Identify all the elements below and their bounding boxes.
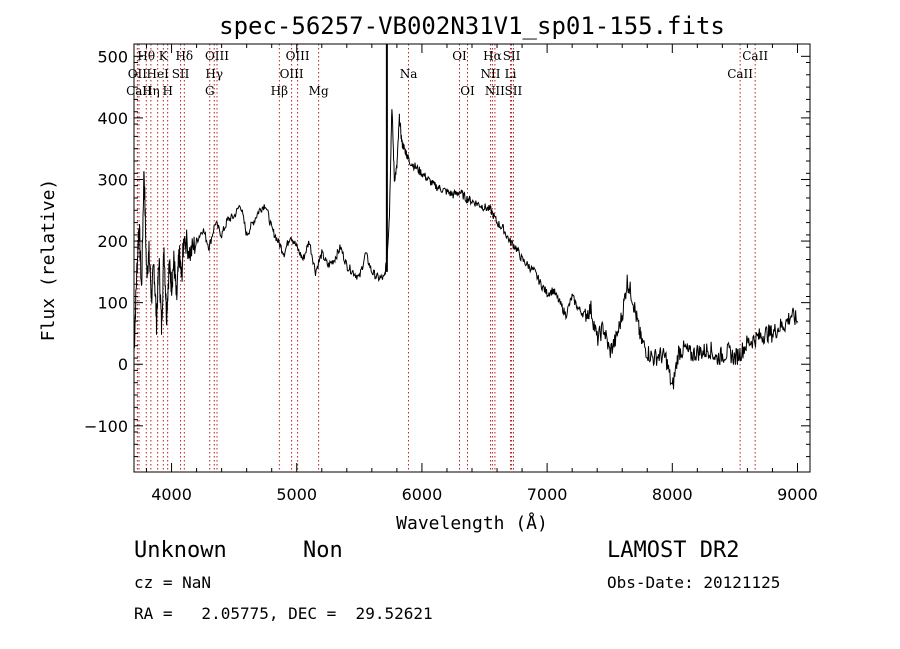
spectral-line-label: Hη	[142, 84, 160, 98]
spectral-line-label: NII	[481, 67, 501, 81]
x-tick-label: 7000	[527, 485, 568, 504]
spectral-line-label: OIII	[286, 49, 310, 63]
spectral-line-label: SII	[503, 49, 521, 63]
spectral-line-label: CaII	[126, 84, 152, 98]
spectral-line-label: SII	[505, 84, 523, 98]
spectral-line-label: OIII	[205, 49, 229, 63]
x-tick-label: 6000	[402, 485, 443, 504]
survey-name: LAMOST DR2	[607, 538, 740, 563]
spectrum-series	[133, 44, 798, 390]
x-tick-label: 8000	[652, 485, 693, 504]
redshift-cz: cz = NaN	[134, 573, 212, 592]
spectral-line-label: HeI	[147, 67, 170, 81]
y-tick-label: 500	[97, 47, 128, 66]
obs-date: Obs-Date: 20121125	[607, 573, 781, 592]
y-tick-label: 100	[97, 294, 128, 313]
spectral-line-label: OIII	[280, 67, 304, 81]
plot-frame	[133, 43, 811, 473]
chart-title: spec-56257-VB002N31V1_sp01-155.fits	[219, 12, 725, 40]
spectral-line-label: CaII	[727, 67, 753, 81]
y-tick-label: 0	[118, 355, 128, 374]
spectral-line-markers	[136, 44, 756, 472]
spectral-line-label: SII	[172, 67, 190, 81]
spectral-line-label: Li	[505, 67, 517, 81]
spectral-line-label: Na	[400, 67, 418, 81]
x-tick-label: 4000	[151, 485, 192, 504]
spectral-line-label: Hθ	[137, 49, 155, 63]
spectral-line-label: NII	[485, 84, 505, 98]
spectral-line-label: Hδ	[175, 49, 193, 63]
y-axis-label: Flux (relative)	[38, 179, 59, 342]
spectral-line-label: Mg	[309, 84, 329, 98]
y-tick-label: 400	[97, 109, 128, 128]
y-tick-label: 300	[97, 170, 128, 189]
x-tick-label: 5000	[276, 485, 317, 504]
object-class: Unknown	[134, 538, 227, 563]
x-axis: 4000 5000 6000 7000 8000 9000	[146, 44, 818, 504]
y-tick-label: 200	[97, 232, 128, 251]
spectrum-line	[133, 109, 798, 390]
spectral-line-label: G	[205, 84, 215, 98]
y-axis: −100 0 100 200 300 400 500	[84, 47, 810, 458]
x-axis-label: Wavelength (Å)	[396, 512, 548, 534]
x-tick-label: 9000	[777, 485, 818, 504]
object-subclass: Non	[303, 538, 343, 563]
spectral-line-label: OI	[460, 84, 475, 98]
ra-dec-coordinates: RA = 2.05775, DEC = 29.52621	[134, 604, 433, 623]
spectral-line-label: Hγ	[205, 67, 223, 81]
y-tick-label: −100	[84, 417, 128, 436]
spectral-line-label: CaII	[742, 49, 768, 63]
spectral-line-label: H	[162, 84, 172, 98]
spectral-line-label: K	[159, 49, 169, 63]
spectral-line-label: OI	[452, 49, 467, 63]
spectral-line-label: Hβ	[271, 84, 288, 98]
spectral-line-label: Hα	[483, 49, 502, 63]
spectral-line-label: OII	[128, 67, 148, 81]
